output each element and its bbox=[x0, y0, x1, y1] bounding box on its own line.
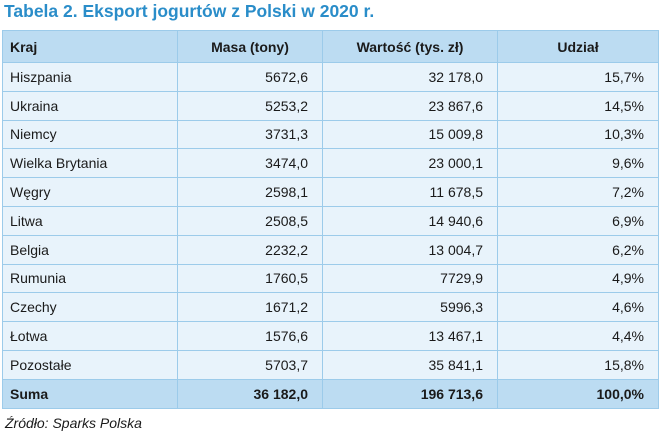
cell-mass: 2598,1 bbox=[177, 177, 323, 207]
table-header-row: Kraj Masa (tony) Wartość (tys. zł) Udzia… bbox=[2, 30, 659, 63]
cell-mass: 3731,3 bbox=[177, 119, 323, 150]
cell-share: 4,4% bbox=[497, 321, 659, 351]
column-header-mass: Masa (tony) bbox=[177, 30, 323, 63]
cell-share: 10,3% bbox=[497, 119, 659, 150]
cell-country: Węgry bbox=[2, 177, 178, 207]
sum-cell-country: Suma bbox=[2, 378, 178, 409]
cell-mass: 3474,0 bbox=[177, 148, 323, 179]
table-row: Litwa 2508,5 14 940,6 6,9% bbox=[2, 205, 659, 236]
cell-value: 23 867,6 bbox=[322, 90, 498, 121]
source-note: Źródło: Sparks Polska bbox=[5, 415, 142, 431]
column-header-value: Wartość (tys. zł) bbox=[322, 30, 498, 63]
cell-value: 15 009,8 bbox=[322, 119, 498, 150]
table-row: Łotwa 1576,6 13 467,1 4,4% bbox=[2, 321, 659, 351]
cell-mass: 5703,7 bbox=[177, 349, 323, 380]
sum-cell-value: 196 713,6 bbox=[322, 378, 498, 409]
cell-share: 6,2% bbox=[497, 234, 659, 265]
cell-value: 35 841,1 bbox=[322, 349, 498, 380]
table-row: Hiszpania 5672,6 32 178,0 15,7% bbox=[2, 62, 659, 92]
sum-cell-mass: 36 182,0 bbox=[177, 378, 323, 409]
cell-share: 15,8% bbox=[497, 349, 659, 380]
cell-share: 14,5% bbox=[497, 90, 659, 121]
table-title: Tabela 2. Eksport jogurtów z Polski w 20… bbox=[4, 1, 375, 21]
cell-value: 5996,3 bbox=[322, 292, 498, 323]
cell-mass: 5672,6 bbox=[177, 62, 323, 92]
cell-country: Czechy bbox=[2, 292, 178, 323]
cell-country: Ukraina bbox=[2, 90, 178, 121]
table-row: Rumunia 1760,5 7729,9 4,9% bbox=[2, 263, 659, 294]
cell-country: Hiszpania bbox=[2, 62, 178, 92]
cell-share: 4,9% bbox=[497, 263, 659, 294]
cell-mass: 1576,6 bbox=[177, 321, 323, 351]
cell-value: 23 000,1 bbox=[322, 148, 498, 179]
table-sum-row: Suma 36 182,0 196 713,6 100,0% bbox=[2, 378, 659, 409]
cell-value: 7729,9 bbox=[322, 263, 498, 294]
table-row: Węgry 2598,1 11 678,5 7,2% bbox=[2, 177, 659, 207]
cell-mass: 2232,2 bbox=[177, 234, 323, 265]
cell-value: 13 004,7 bbox=[322, 234, 498, 265]
cell-mass: 1760,5 bbox=[177, 263, 323, 294]
cell-share: 4,6% bbox=[497, 292, 659, 323]
cell-value: 14 940,6 bbox=[322, 205, 498, 236]
cell-share: 7,2% bbox=[497, 177, 659, 207]
table-row: Belgia 2232,2 13 004,7 6,2% bbox=[2, 234, 659, 265]
cell-mass: 1671,2 bbox=[177, 292, 323, 323]
cell-country: Niemcy bbox=[2, 119, 178, 150]
cell-value: 13 467,1 bbox=[322, 321, 498, 351]
table-row: Ukraina 5253,2 23 867,6 14,5% bbox=[2, 90, 659, 121]
cell-country: Wielka Brytania bbox=[2, 148, 178, 179]
column-header-share: Udział bbox=[497, 30, 659, 63]
cell-mass: 2508,5 bbox=[177, 205, 323, 236]
cell-country: Pozostałe bbox=[2, 349, 178, 380]
cell-mass: 5253,2 bbox=[177, 90, 323, 121]
cell-country: Łotwa bbox=[2, 321, 178, 351]
table-row: Wielka Brytania 3474,0 23 000,1 9,6% bbox=[2, 148, 659, 179]
table-row: Pozostałe 5703,7 35 841,1 15,8% bbox=[2, 349, 659, 380]
cell-share: 6,9% bbox=[497, 205, 659, 236]
table-row: Niemcy 3731,3 15 009,8 10,3% bbox=[2, 119, 659, 150]
cell-country: Belgia bbox=[2, 234, 178, 265]
sum-cell-share: 100,0% bbox=[497, 378, 659, 409]
cell-country: Rumunia bbox=[2, 263, 178, 294]
cell-value: 32 178,0 bbox=[322, 62, 498, 92]
cell-share: 9,6% bbox=[497, 148, 659, 179]
column-header-country: Kraj bbox=[2, 30, 178, 63]
cell-share: 15,7% bbox=[497, 62, 659, 92]
export-table: Kraj Masa (tony) Wartość (tys. zł) Udzia… bbox=[2, 30, 659, 409]
cell-value: 11 678,5 bbox=[322, 177, 498, 207]
cell-country: Litwa bbox=[2, 205, 178, 236]
table-row: Czechy 1671,2 5996,3 4,6% bbox=[2, 292, 659, 323]
